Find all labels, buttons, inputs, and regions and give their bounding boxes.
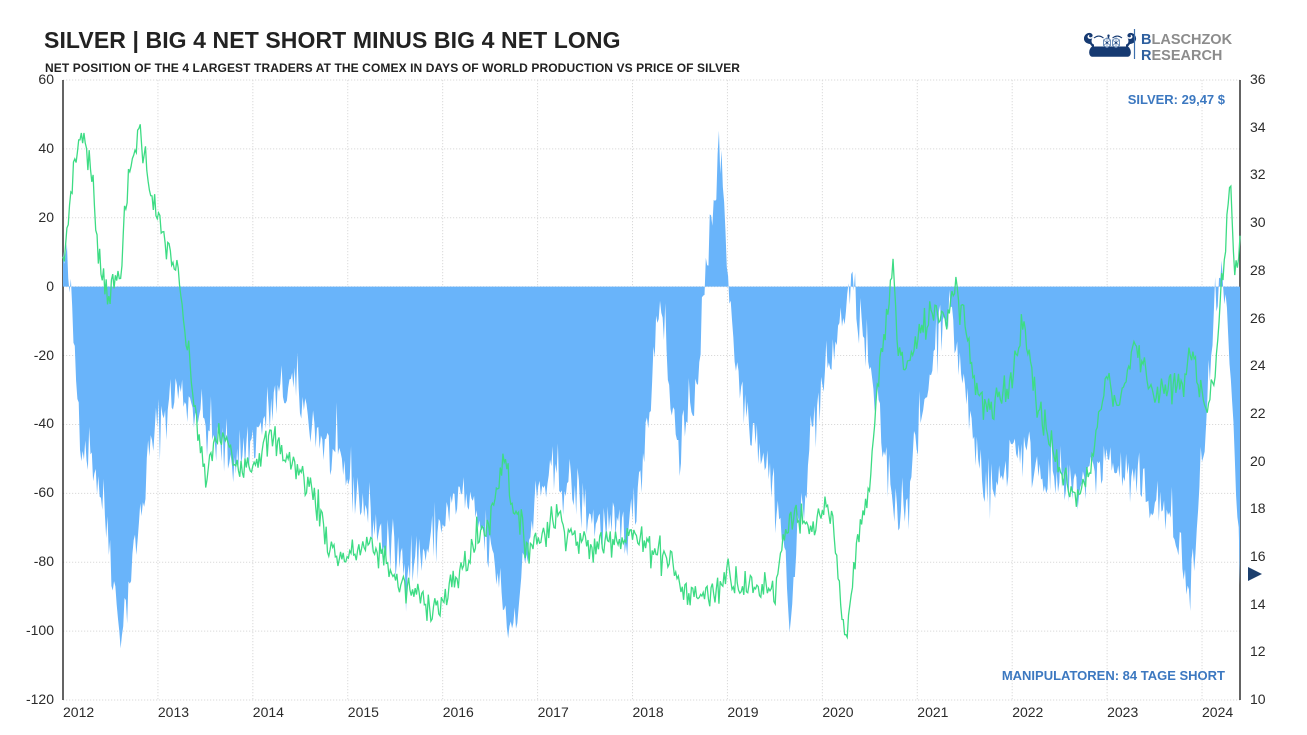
svg-text:B: B xyxy=(1141,32,1151,48)
svg-text:ESEARCH: ESEARCH xyxy=(1152,48,1223,64)
svg-text:R: R xyxy=(1141,48,1152,64)
svg-text:LASCHZOK: LASCHZOK xyxy=(1152,32,1233,48)
